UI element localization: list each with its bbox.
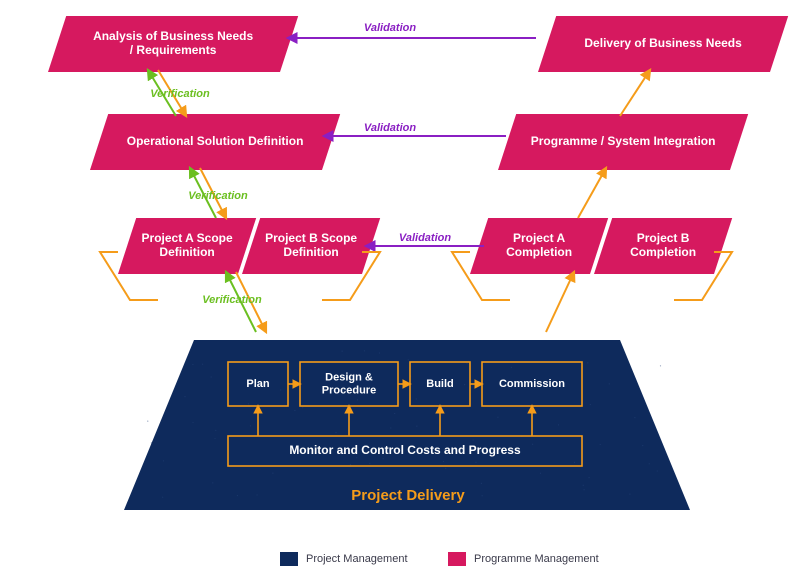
- legend-project-label: Project Management: [306, 553, 408, 565]
- svg-text:Validation: Validation: [364, 122, 416, 134]
- svg-text:Design &Procedure: Design &Procedure: [322, 371, 376, 396]
- legend-programme-label: Programme Management: [474, 553, 599, 565]
- legend-programme: Programme Management: [448, 552, 599, 566]
- svg-text:Validation: Validation: [364, 22, 416, 34]
- svg-text:Operational Solution Definitio: Operational Solution Definition: [127, 134, 304, 148]
- svg-text:Analysis of Business Needs/ Re: Analysis of Business Needs/ Requirements: [93, 29, 253, 57]
- legend-programme-swatch: [448, 552, 466, 566]
- svg-text:Verification: Verification: [202, 294, 262, 306]
- svg-text:Project Delivery: Project Delivery: [351, 487, 465, 504]
- svg-text:Delivery of Business Needs: Delivery of Business Needs: [584, 36, 742, 50]
- diagram-svg: Analysis of Business Needs/ Requirements…: [0, 0, 800, 581]
- svg-text:Project ACompletion: Project ACompletion: [506, 231, 572, 259]
- svg-text:Verification: Verification: [188, 190, 248, 202]
- svg-text:Commission: Commission: [499, 378, 565, 390]
- svg-text:Plan: Plan: [246, 378, 270, 390]
- svg-text:Verification: Verification: [150, 88, 210, 100]
- svg-text:Programme / System Integration: Programme / System Integration: [531, 134, 716, 148]
- svg-text:Build: Build: [426, 378, 454, 390]
- svg-text:Project A ScopeDefinition: Project A ScopeDefinition: [142, 231, 233, 259]
- legend-project: Project Management: [280, 552, 408, 566]
- svg-text:Monitor and Control Costs and: Monitor and Control Costs and Progress: [289, 443, 521, 457]
- svg-text:Project BCompletion: Project BCompletion: [630, 231, 696, 259]
- legend-project-swatch: [280, 552, 298, 566]
- svg-text:Project B ScopeDefinition: Project B ScopeDefinition: [265, 231, 357, 259]
- svg-text:Validation: Validation: [399, 232, 451, 244]
- diagram-stage: Analysis of Business Needs/ Requirements…: [0, 0, 800, 581]
